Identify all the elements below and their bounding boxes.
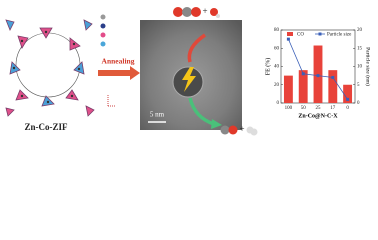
svg-text:+: + xyxy=(202,6,207,16)
lightning xyxy=(182,67,196,92)
legend-swatch xyxy=(287,32,293,36)
x-axis-label: Zn-Co@N-C-X xyxy=(298,113,338,119)
y-tick-label: 60 xyxy=(274,46,280,51)
line-marker xyxy=(301,72,305,76)
bar xyxy=(283,75,293,103)
bar xyxy=(298,70,308,103)
arrow-label: Annealing xyxy=(102,57,135,66)
atom-legend xyxy=(100,14,106,47)
y2-tick-label: 10 xyxy=(357,65,363,70)
svg-text:+: + xyxy=(239,124,244,134)
bar xyxy=(328,70,338,103)
legend-label: Particle size xyxy=(327,33,352,38)
x-tick-label: 0 xyxy=(346,106,349,111)
y2-tick-label: 0 xyxy=(357,101,360,106)
x-tick-label: 17 xyxy=(330,106,336,111)
zif-structure xyxy=(5,19,95,117)
annealing-arrow xyxy=(98,66,140,80)
y-tick-label: 20 xyxy=(274,83,280,88)
y-axis-label: FE (%) xyxy=(264,58,271,76)
y2-tick-label: 5 xyxy=(357,83,360,88)
line-marker xyxy=(286,37,290,41)
line-marker xyxy=(331,75,335,79)
structure-label: Zn-Co-ZIF xyxy=(24,122,68,132)
co2-molecule: + xyxy=(173,6,220,18)
x-tick-label: 25 xyxy=(316,106,322,111)
y-tick-label: 80 xyxy=(274,28,280,33)
reactant-arrow xyxy=(187,33,207,63)
y2-tick-label: 15 xyxy=(357,46,363,51)
y-tick-label: 0 xyxy=(277,101,280,106)
chart: 0 20 40 60 80 0 5 10 15 20 100 50 25 17 0 Zn-Co@N-C-X FE… xyxy=(264,28,371,119)
line-marker xyxy=(316,74,320,78)
x-tick-label: 50 xyxy=(301,106,307,111)
x-tick-label: 100 xyxy=(285,106,293,111)
co-molecule: + xyxy=(220,124,258,136)
legend-swatch xyxy=(318,32,322,36)
product-arrow xyxy=(188,97,215,126)
product-arrow-head xyxy=(211,119,222,129)
y-tick-label: 40 xyxy=(274,65,280,70)
scale-label: 5 nm xyxy=(150,111,165,119)
bar xyxy=(343,84,353,103)
y2-tick-label: 20 xyxy=(357,28,363,33)
graphical-abstract: Zn-Co-ZIF Annealing 5 nm + + 0 20 40 60 80 0 5… xyxy=(5,6,372,136)
y2-axis-label: Particle size (nm) xyxy=(365,47,372,86)
legend-label: CO xyxy=(297,33,304,38)
line-marker xyxy=(346,97,350,101)
